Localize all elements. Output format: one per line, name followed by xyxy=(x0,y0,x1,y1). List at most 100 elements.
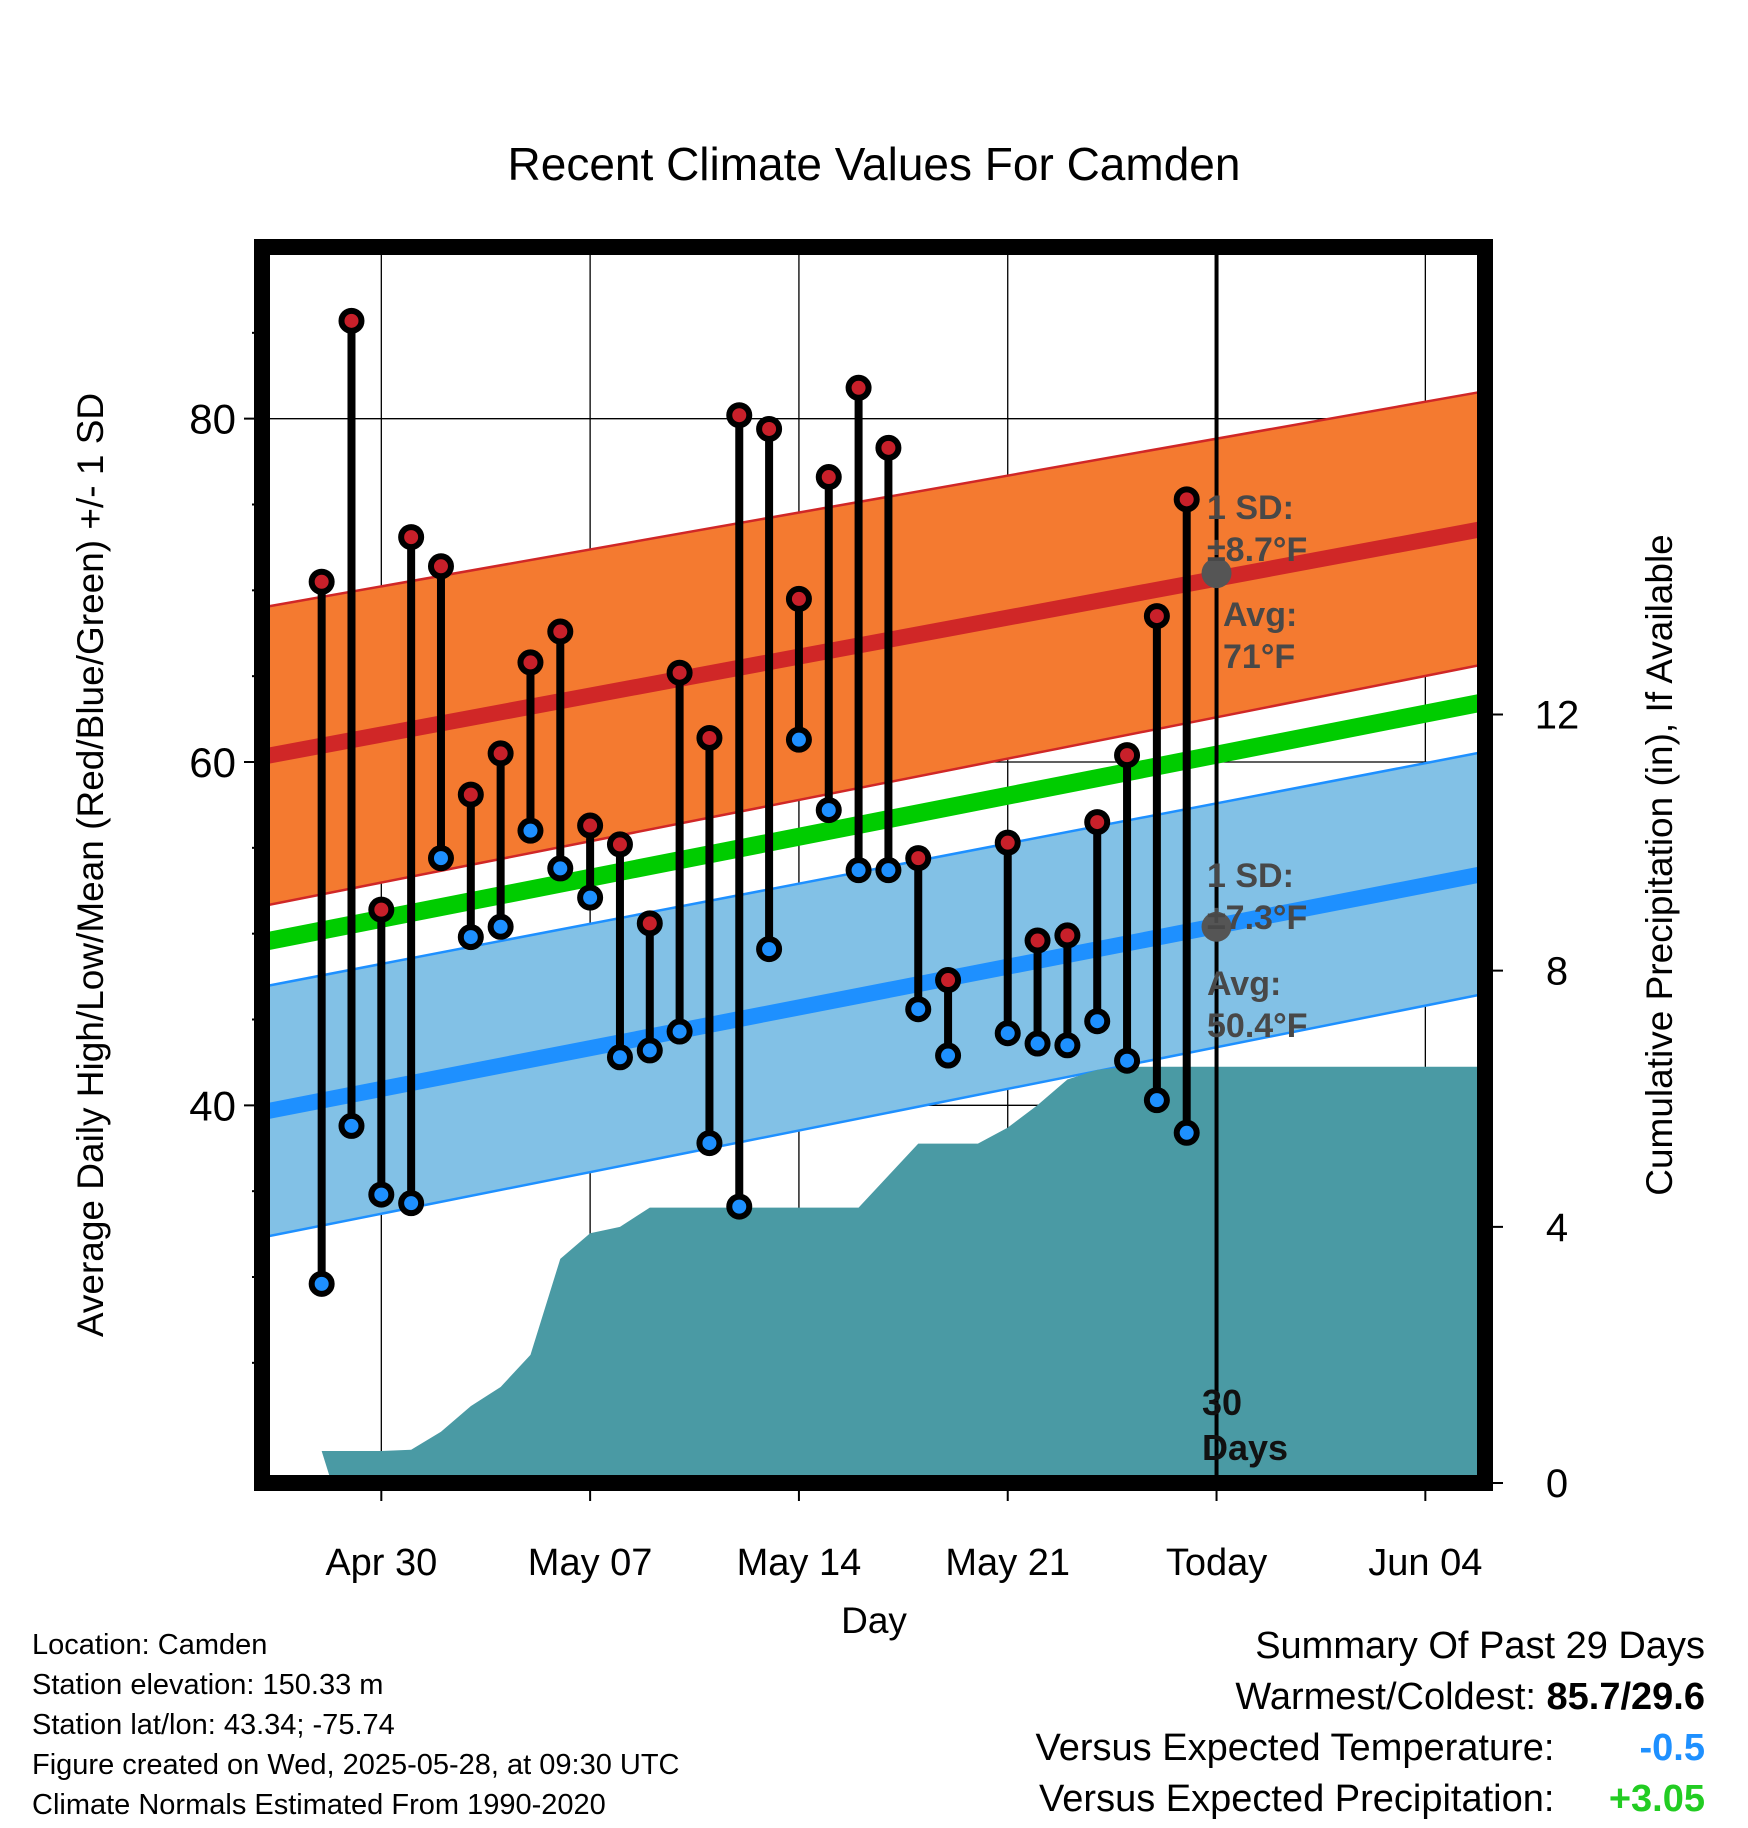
low-point xyxy=(845,857,872,884)
summary-warm-cold: Warmest/Coldest: 85.7/29.6 xyxy=(1036,1672,1705,1723)
low-point xyxy=(1084,1008,1111,1035)
low-point xyxy=(427,845,454,872)
avg-high-line xyxy=(260,520,1487,765)
high-point xyxy=(338,307,365,334)
precip-label: Versus Expected Precipitation: xyxy=(1039,1778,1555,1820)
high-point xyxy=(517,649,544,676)
station-info: Location: Camden Station elevation: 150.… xyxy=(32,1625,680,1825)
high-point xyxy=(905,845,932,872)
x-tick-label: Today xyxy=(1166,1542,1267,1584)
low-point xyxy=(1054,1032,1081,1059)
low-avg-label: Avg: xyxy=(1207,965,1281,1003)
avg-mean-line xyxy=(260,693,1487,952)
low-point xyxy=(785,726,812,753)
low-point xyxy=(935,1042,962,1069)
high-point xyxy=(935,967,962,994)
high-point xyxy=(457,781,484,808)
low-point xyxy=(547,855,574,882)
high-point xyxy=(577,812,604,839)
low-point xyxy=(398,1190,425,1217)
high-point xyxy=(1084,809,1111,836)
y-tick-label: 60 xyxy=(189,739,236,786)
high-point xyxy=(875,434,902,461)
high-avg-value: 71°F xyxy=(1223,638,1295,676)
low-point xyxy=(636,1037,663,1064)
summary-precip: Versus Expected Precipitation: +3.05 xyxy=(1036,1774,1705,1825)
low-point xyxy=(606,1044,633,1071)
low-point xyxy=(666,1018,693,1045)
low-point xyxy=(756,936,783,963)
low-point xyxy=(368,1181,395,1208)
high-point xyxy=(368,896,395,923)
low-point xyxy=(1173,1119,1200,1146)
plot-frame xyxy=(254,239,1493,1491)
low-point xyxy=(1114,1047,1141,1074)
high-point xyxy=(606,831,633,858)
days-word: Days xyxy=(1202,1427,1288,1468)
low-point xyxy=(696,1130,723,1157)
high-point xyxy=(696,724,723,751)
y2-tick-label: 4 xyxy=(1546,1206,1568,1250)
info-elevation: Station elevation: 150.33 m xyxy=(32,1669,384,1701)
high-point xyxy=(636,910,663,937)
chart-title: Recent Climate Values For Camden xyxy=(508,138,1241,190)
high-point xyxy=(1114,742,1141,769)
info-normals: Climate Normals Estimated From 1990-2020 xyxy=(32,1789,606,1821)
y2-axis-label: Cumulative Precipitation (in), If Availa… xyxy=(1639,534,1680,1196)
low-point xyxy=(457,924,484,951)
high-avg-label: Avg: xyxy=(1223,596,1297,634)
low-point xyxy=(517,817,544,844)
high-sd-value: ±8.7°F xyxy=(1207,531,1307,569)
info-created: Figure created on Wed, 2025-05-28, at 09… xyxy=(32,1749,680,1781)
high-point xyxy=(785,585,812,612)
y2-tick-label: 0 xyxy=(1546,1462,1568,1506)
low-point xyxy=(1143,1087,1170,1114)
high-point xyxy=(726,402,753,429)
low-point xyxy=(726,1193,753,1220)
info-latlon: Station lat/lon: 43.34; -75.74 xyxy=(32,1709,395,1741)
high-point xyxy=(487,740,514,767)
plot-area: 1 SD: ±8.7°F Avg: 71°F 1 SD: ±7.3°F Avg: 50.4°F… xyxy=(189,239,1580,1584)
y-tick-label: 40 xyxy=(189,1082,236,1129)
high-point xyxy=(1024,927,1051,954)
low-point xyxy=(577,884,604,911)
precip-value: +3.05 xyxy=(1608,1778,1705,1820)
avg-low-today-dot xyxy=(1201,911,1232,942)
low-point xyxy=(815,797,842,824)
days-count: 30 xyxy=(1202,1382,1242,1423)
high-point xyxy=(1143,603,1170,630)
y2-tick-label: 12 xyxy=(1535,694,1580,738)
temp-value: -0.5 xyxy=(1639,1727,1705,1769)
high-point xyxy=(1054,922,1081,949)
high-point xyxy=(398,524,425,551)
avg-high-today-dot xyxy=(1201,558,1232,589)
high-point xyxy=(845,374,872,401)
high-point xyxy=(666,659,693,686)
low-sd-value: ±7.3°F xyxy=(1207,899,1307,937)
high-point xyxy=(815,464,842,491)
precip-area xyxy=(321,1066,1485,1483)
high-point xyxy=(994,829,1021,856)
low-point xyxy=(308,1270,335,1297)
low-point xyxy=(875,857,902,884)
summary-title: Summary Of Past 29 Days xyxy=(1255,1625,1705,1667)
y2-tick-label: 8 xyxy=(1546,950,1568,994)
low-avg-value: 50.4°F xyxy=(1207,1007,1308,1045)
x-tick-label: Jun 04 xyxy=(1368,1542,1482,1584)
low-point xyxy=(1024,1030,1051,1057)
low-point xyxy=(338,1112,365,1139)
high-point xyxy=(1173,486,1200,513)
x-tick-label: Apr 30 xyxy=(325,1542,437,1584)
temp-label: Versus Expected Temperature: xyxy=(1035,1727,1555,1769)
info-location: Location: Camden xyxy=(32,1629,268,1661)
y-axis-label: Average Daily High/Low/Mean (Red/Blue/Gr… xyxy=(70,393,111,1337)
x-axis-label: Day xyxy=(841,1600,907,1641)
low-point xyxy=(905,996,932,1023)
high-point xyxy=(547,618,574,645)
x-tick-label: May 14 xyxy=(737,1542,862,1584)
x-tick-label: May 21 xyxy=(945,1542,1070,1584)
low-point xyxy=(994,1020,1021,1047)
high-point xyxy=(427,553,454,580)
high-sd-label: 1 SD: xyxy=(1207,489,1294,527)
